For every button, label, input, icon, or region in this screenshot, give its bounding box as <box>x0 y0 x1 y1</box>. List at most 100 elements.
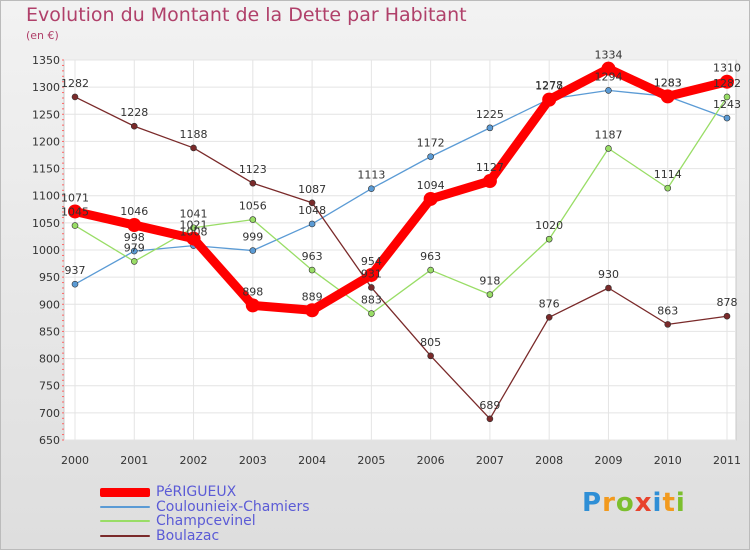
x-tick-label: 2007 <box>476 454 504 467</box>
y-tick-label: 1250 <box>32 108 60 121</box>
y-tick-label: 1100 <box>32 190 60 203</box>
y-tick-label: 950 <box>39 271 60 284</box>
data-label: 889 <box>302 290 323 303</box>
data-point <box>190 144 197 152</box>
data-label: 1310 <box>713 62 741 75</box>
legend-swatch-champcevinel <box>100 520 150 523</box>
data-label: 863 <box>657 304 678 317</box>
data-label: 1127 <box>476 161 504 174</box>
data-label: 1041 <box>180 208 208 221</box>
legend-item: Champcevinel <box>100 514 360 529</box>
data-point <box>723 93 731 101</box>
data-point <box>130 247 138 255</box>
data-point <box>130 258 138 265</box>
data-label: 883 <box>361 294 382 307</box>
y-tick-label: 1000 <box>32 244 60 257</box>
data-label: 1114 <box>654 168 682 181</box>
data-point <box>308 199 316 207</box>
data-point <box>605 87 612 94</box>
y-tick-label: 1050 <box>32 217 60 230</box>
data-point <box>308 220 316 228</box>
data-point <box>249 247 257 254</box>
y-tick-label: 1300 <box>32 81 60 94</box>
data-label: 1021 <box>180 219 208 232</box>
data-label: 1243 <box>713 98 741 111</box>
data-label: 1123 <box>239 163 267 176</box>
legend-item: PéRIGUEUX <box>100 485 360 500</box>
data-label: 1187 <box>594 128 622 141</box>
legend-swatch-boulazac <box>100 534 150 537</box>
data-label: 689 <box>479 399 500 412</box>
legend-label: Champcevinel <box>156 513 256 530</box>
data-point <box>130 122 138 130</box>
data-point <box>245 298 260 313</box>
legend-item: Coulounieix-Chamiers <box>100 500 360 515</box>
data-label: 1228 <box>120 106 148 119</box>
series-group <box>68 61 734 423</box>
data-point <box>605 284 612 292</box>
data-point <box>190 224 197 232</box>
chart-subtitle: (en €) <box>26 29 59 42</box>
data-point <box>545 314 553 321</box>
series-line-0 <box>70 64 732 315</box>
data-label: 937 <box>65 264 86 277</box>
data-point <box>660 89 675 104</box>
data-label: 918 <box>479 275 500 288</box>
proxiti-logo: Proxiti <box>582 488 686 518</box>
legend-label: Coulounieix-Chamiers <box>156 498 310 515</box>
data-point <box>71 93 79 101</box>
data-point <box>601 61 616 76</box>
series-line-1 <box>74 89 728 285</box>
data-label: 1113 <box>357 169 385 182</box>
data-label: 1282 <box>713 77 741 90</box>
data-point <box>127 218 142 233</box>
y-tick-label: 850 <box>39 325 60 338</box>
data-point <box>308 266 316 274</box>
data-label: 931 <box>361 267 382 280</box>
data-label: 1020 <box>535 219 563 232</box>
data-label: 1056 <box>239 200 267 213</box>
data-label: 963 <box>420 250 441 263</box>
data-point <box>664 184 672 192</box>
data-label: 876 <box>539 297 560 310</box>
data-label: 1071 <box>61 191 89 204</box>
y-tick-label: 650 <box>39 434 60 447</box>
data-label: 1094 <box>417 179 445 192</box>
data-label: 1278 <box>535 79 563 92</box>
y-tick-label: 700 <box>39 407 60 420</box>
data-point <box>545 235 553 243</box>
data-label: 1282 <box>61 77 89 90</box>
data-label: 898 <box>242 285 263 298</box>
data-label: 1283 <box>654 76 682 89</box>
data-label: 1225 <box>476 108 504 121</box>
data-label: 1008 <box>180 226 208 239</box>
x-tick-label: 2001 <box>120 454 148 467</box>
data-label: 1334 <box>594 49 622 62</box>
axes: 650 700 750 800 850 900 950 1000 1050 1100 1150 120… <box>32 54 741 467</box>
legend-swatch-coulounieix <box>100 505 150 508</box>
data-label: 1046 <box>120 205 148 218</box>
legend-label: PéRIGUEUX <box>156 484 237 501</box>
data-label: 805 <box>420 336 441 349</box>
data-point <box>427 153 434 160</box>
x-tick-label: 2006 <box>417 454 445 467</box>
chart-title: Evolution du Montant de la Dette par Hab… <box>26 4 467 26</box>
data-point <box>68 204 82 219</box>
data-label: 999 <box>242 231 263 244</box>
data-point <box>423 191 438 206</box>
legend-item: Boulazac <box>100 529 360 544</box>
data-label: 1294 <box>594 70 622 83</box>
data-point <box>368 310 375 317</box>
data-point <box>723 312 731 320</box>
x-tick-label: 2011 <box>713 454 741 467</box>
y-tick-label: 1200 <box>32 135 60 148</box>
data-label: 1172 <box>417 137 445 150</box>
series-line-3 <box>74 96 728 420</box>
data-point <box>368 284 375 291</box>
y-tick-label: 750 <box>39 380 60 393</box>
grid <box>64 59 736 441</box>
x-tick-label: 2002 <box>180 454 208 467</box>
data-point <box>486 415 494 423</box>
x-tick-label: 2010 <box>654 454 682 467</box>
